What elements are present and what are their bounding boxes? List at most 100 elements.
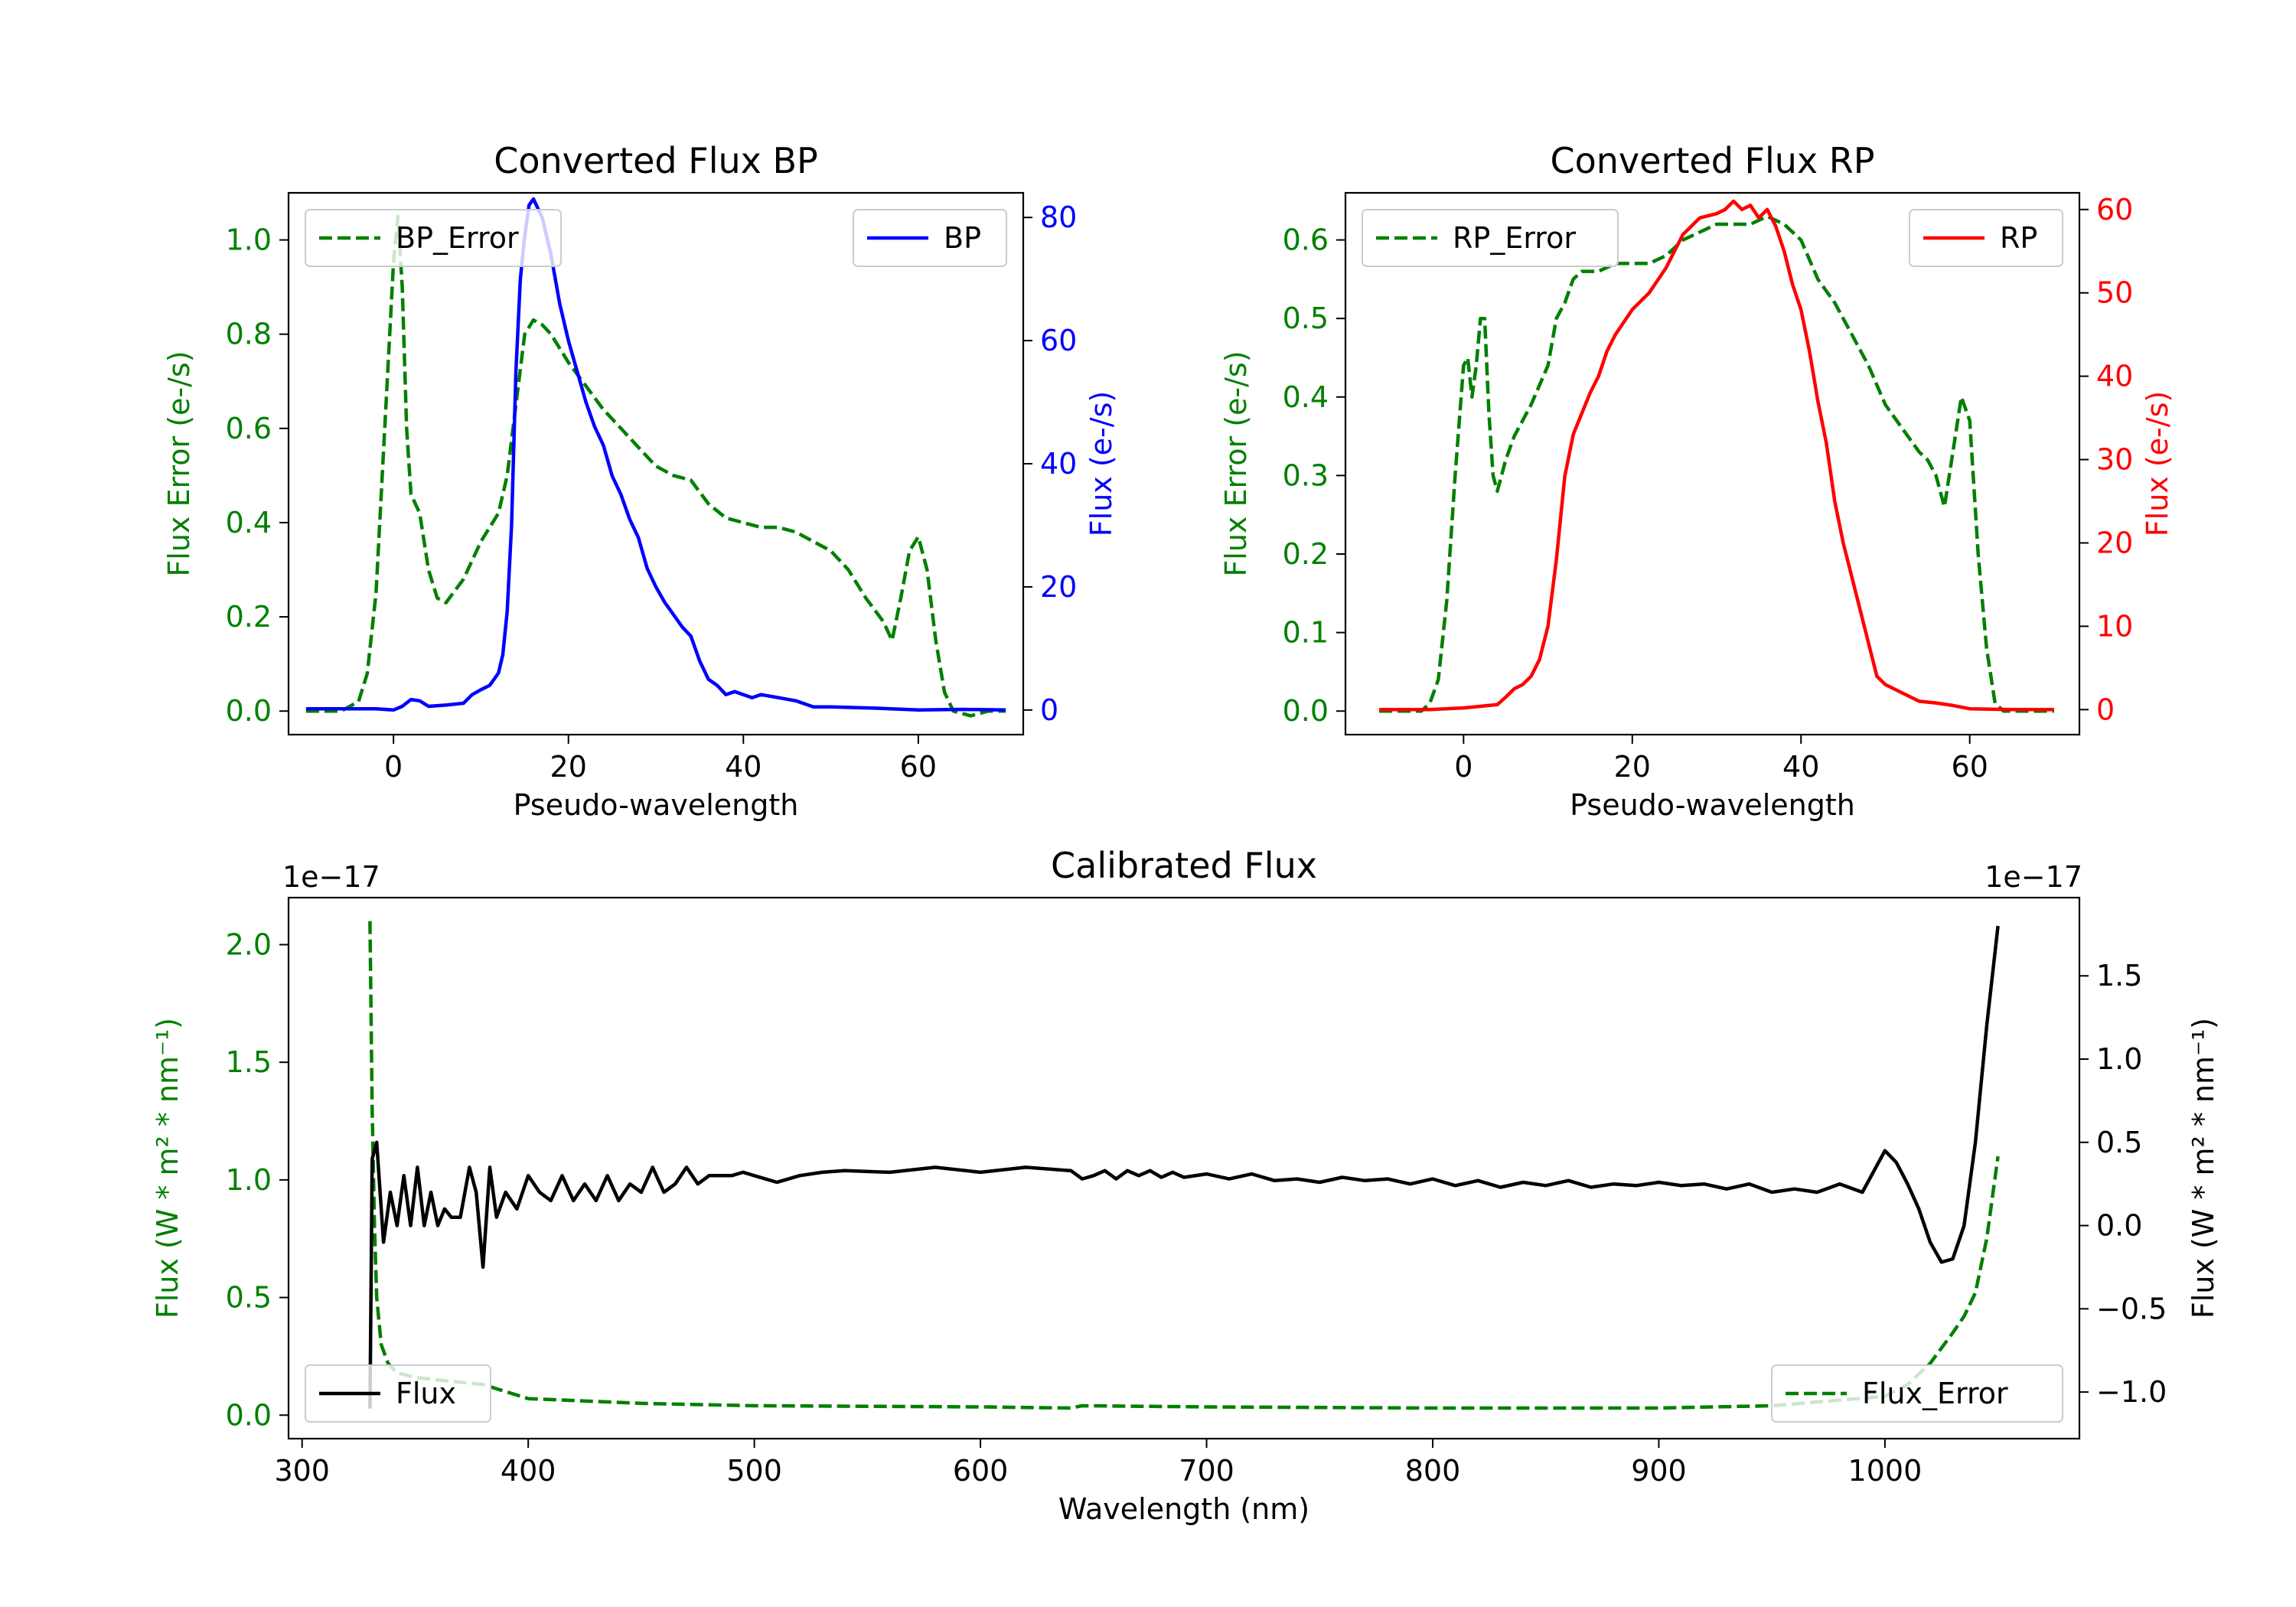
plot-area-bp [305, 197, 1006, 718]
y-left-tick-label: 0.0 [226, 1398, 272, 1432]
x-tick-label: 800 [1405, 1454, 1461, 1488]
x-axis-label: Pseudo-wavelength [514, 788, 799, 822]
legend-flux-error: Flux_Error [1771, 1364, 2063, 1423]
y-left-tick-label: 0.5 [226, 1281, 272, 1315]
y-left-offset-label: 1e−17 [282, 860, 380, 894]
legend-rp: RP [1909, 209, 2063, 267]
x-tick-label: 40 [1782, 750, 1819, 784]
x-tick-label: 600 [953, 1454, 1009, 1488]
y-right-tick-label: 40 [2096, 360, 2133, 393]
chart-cal: 300 400 500 600 700 800 900 1000 0.0 0.5 1.0 1.5 2.0… [151, 845, 2220, 1526]
y-right-tick-label: 10 [2096, 609, 2133, 643]
y-right-tick-label: 20 [1040, 570, 1077, 604]
chart-rp: 0 20 40 60 0.0 0.1 0.2 0.3 0.4 0.5 0.6 0 10 20 30 40 50 6… [1219, 140, 2174, 822]
y-left-axis-label: Flux Error (e-/s) [1219, 350, 1253, 576]
y-right-tick-label: 0 [1040, 693, 1058, 727]
axes-frame-bp [287, 191, 1025, 736]
series-flux [368, 925, 2000, 1409]
legend-flux: Flux [305, 1364, 491, 1423]
y-left-tick-label: 1.0 [226, 223, 272, 257]
y-left-tick-label: 2.0 [226, 927, 272, 961]
chart-bp: 0 20 40 60 0.0 0.2 0.4 0.6 0.8 1.0 0 20 40 60 80 Conver… [162, 140, 1118, 822]
y-left-tick-label: 0.0 [226, 694, 272, 728]
y-left-tick-label: 0.4 [226, 506, 272, 539]
y-left-tick-label: 0.2 [1283, 537, 1329, 571]
legend-box [1771, 1364, 2063, 1423]
legend-label: RP_Error [1453, 221, 1576, 255]
legend-bp: BP [853, 209, 1007, 267]
y-right-axis-label: Flux (e-/s) [1084, 391, 1118, 536]
y-right-tick-label: −1.0 [2096, 1375, 2167, 1409]
y-right-tick-label: 0 [2096, 693, 2115, 726]
y-right-tick-label: 50 [2096, 276, 2133, 310]
x-tick-label: 1000 [1848, 1454, 1923, 1488]
legend-label: BP [944, 221, 981, 255]
y-left-tick-label: 0.0 [1283, 694, 1329, 728]
series-flux-error [368, 921, 2000, 1410]
y-left-tick-label: 0.6 [1283, 223, 1329, 257]
x-tick-label: 60 [900, 750, 937, 784]
y-left-tick-label: 0.2 [226, 600, 272, 634]
legend-box [853, 209, 1007, 267]
y-left-tick-label: 0.3 [1283, 458, 1329, 492]
x-axis-label: Wavelength (nm) [1058, 1492, 1309, 1526]
axes-frame-rp [1344, 191, 2081, 736]
y-right-axis-label: Flux (W * m² * nm⁻¹) [2187, 1018, 2220, 1319]
plot-area-cal [368, 921, 2000, 1410]
chart-title: Converted Flux BP [494, 140, 818, 181]
y-right-tick-label: 40 [1040, 447, 1077, 481]
legend-box [305, 209, 562, 267]
x-tick-label: 500 [726, 1454, 782, 1488]
legend-label: Flux [396, 1377, 456, 1410]
y-left-tick-label: 1.0 [226, 1163, 272, 1197]
y-right-tick-label: −0.5 [2096, 1292, 2167, 1325]
series-rp-error [1379, 214, 2054, 713]
x-tick-label: 40 [725, 750, 762, 784]
y-left-tick-label: 0.5 [1283, 302, 1329, 335]
plot-area-rp [1379, 199, 2054, 713]
legend-box [305, 1364, 491, 1423]
x-tick-label: 700 [1179, 1454, 1234, 1488]
chart-title: Calibrated Flux [1051, 845, 1317, 886]
y-left-tick-label: 0.6 [226, 412, 272, 445]
legend-rp-error: RP_Error [1362, 209, 1619, 267]
x-tick-label: 900 [1631, 1454, 1687, 1488]
y-right-tick-label: 1.0 [2096, 1042, 2142, 1076]
legend-label: BP_Error [396, 221, 519, 255]
x-axis-label: Pseudo-wavelength [1570, 788, 1855, 822]
x-tick-label: 0 [1454, 750, 1473, 784]
y-left-axis-label: Flux (W * m² * nm⁻¹) [151, 1018, 184, 1319]
series-rp [1379, 199, 2054, 712]
x-tick-label: 400 [501, 1454, 556, 1488]
series-bp [305, 197, 1006, 712]
chart-title: Converted Flux RP [1551, 140, 1875, 181]
y-left-axis-label: Flux Error (e-/s) [162, 350, 196, 576]
y-right-tick-label: 60 [1040, 324, 1077, 357]
x-tick-label: 20 [1614, 750, 1651, 784]
legend-label: Flux_Error [1862, 1377, 2008, 1410]
legend-label: RP [2000, 221, 2037, 255]
legend-box [1909, 209, 2063, 267]
y-left-tick-label: 0.1 [1283, 616, 1329, 650]
x-tick-label: 0 [384, 750, 403, 784]
x-tick-label: 20 [550, 750, 587, 784]
y-right-tick-label: 60 [2096, 193, 2133, 227]
legend-bp-error: BP_Error [305, 209, 562, 267]
y-right-tick-label: 0.0 [2096, 1209, 2142, 1243]
x-tick-label: 60 [1952, 750, 1988, 784]
y-right-tick-label: 0.5 [2096, 1126, 2142, 1159]
series-bp-error [305, 214, 1006, 718]
y-right-tick-label: 20 [2096, 526, 2133, 559]
y-left-tick-label: 1.5 [226, 1045, 272, 1079]
y-right-offset-label: 1e−17 [1985, 860, 2082, 894]
x-tick-label: 300 [274, 1454, 330, 1488]
y-right-tick-label: 30 [2096, 443, 2133, 477]
y-right-tick-label: 1.5 [2096, 959, 2142, 993]
y-right-tick-label: 80 [1040, 200, 1077, 234]
y-left-tick-label: 0.4 [1283, 380, 1329, 414]
legend-box [1362, 209, 1619, 267]
y-right-axis-label: Flux (e-/s) [2141, 391, 2174, 536]
axes-frame-cal [287, 896, 2081, 1440]
y-left-tick-label: 0.8 [226, 318, 272, 351]
